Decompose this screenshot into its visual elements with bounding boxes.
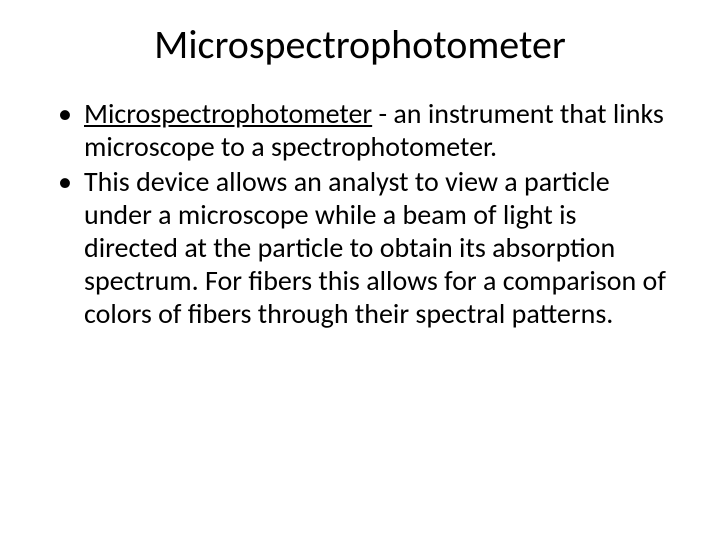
list-item: This device allows an analyst to view a … [50,165,670,330]
defined-term: Microspectrophotometer [84,96,372,131]
list-item: Microspectrophotometer - an instrument t… [50,97,670,163]
bullet-list: Microspectrophotometer - an instrument t… [50,97,670,330]
slide-title: Microspectrophotometer [50,20,670,69]
slide: { "slide": { "title": "Microspectrophoto… [0,0,720,540]
bullet-text: This device allows an analyst to view a … [84,164,666,331]
slide-body: Microspectrophotometer - an instrument t… [50,97,670,330]
